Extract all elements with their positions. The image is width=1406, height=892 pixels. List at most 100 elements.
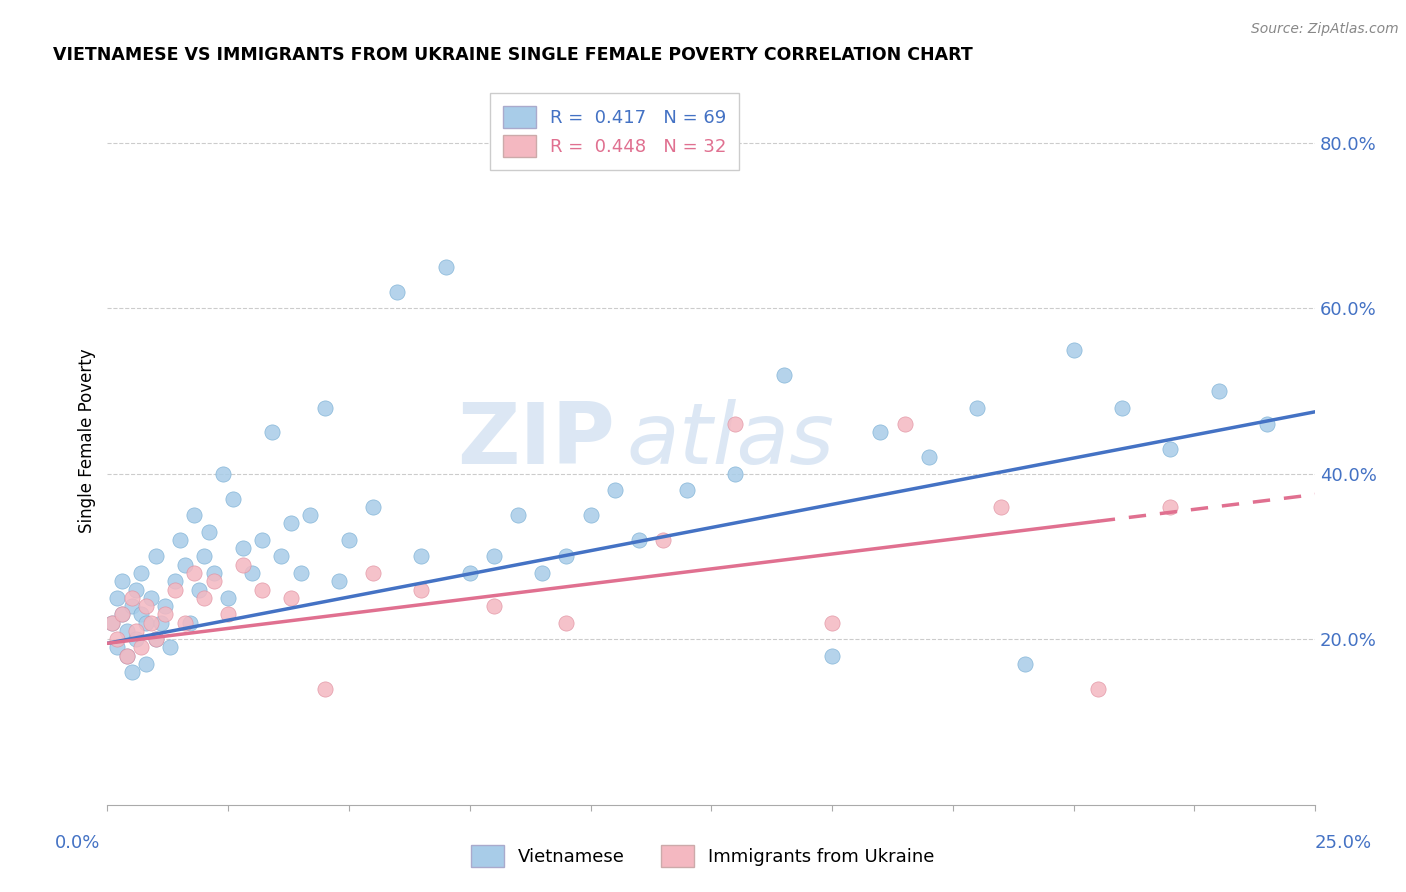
Point	[434, 260, 457, 274]
Point	[280, 591, 302, 605]
Point	[155, 607, 177, 622]
Point	[111, 574, 134, 589]
Point	[135, 599, 157, 613]
Point	[290, 566, 312, 580]
Point	[652, 533, 675, 547]
Point	[183, 566, 205, 580]
Point	[772, 368, 794, 382]
Point	[202, 574, 225, 589]
Point	[482, 549, 505, 564]
Point	[179, 615, 201, 630]
Point	[555, 615, 578, 630]
Point	[193, 549, 215, 564]
Point	[482, 599, 505, 613]
Point	[1111, 401, 1133, 415]
Point	[579, 508, 602, 523]
Point	[222, 491, 245, 506]
Point	[212, 467, 235, 481]
Point	[173, 615, 195, 630]
Point	[1256, 417, 1278, 432]
Point	[990, 500, 1012, 514]
Point	[724, 417, 747, 432]
Point	[149, 615, 172, 630]
Y-axis label: Single Female Poverty: Single Female Poverty	[79, 349, 96, 533]
Point	[603, 483, 626, 498]
Point	[125, 624, 148, 638]
Point	[217, 607, 239, 622]
Point	[387, 285, 409, 299]
Point	[217, 591, 239, 605]
Point	[250, 533, 273, 547]
Point	[458, 566, 481, 580]
Point	[232, 558, 254, 572]
Point	[337, 533, 360, 547]
Point	[111, 607, 134, 622]
Point	[188, 582, 211, 597]
Point	[125, 582, 148, 597]
Point	[163, 574, 186, 589]
Point	[893, 417, 915, 432]
Point	[145, 549, 167, 564]
Point	[280, 516, 302, 531]
Point	[145, 632, 167, 647]
Point	[183, 508, 205, 523]
Point	[115, 624, 138, 638]
Point	[1063, 343, 1085, 357]
Point	[1159, 500, 1181, 514]
Point	[555, 549, 578, 564]
Point	[531, 566, 554, 580]
Point	[129, 607, 152, 622]
Point	[125, 632, 148, 647]
Point	[101, 615, 124, 630]
Legend: R =  0.417   N = 69, R =  0.448   N = 32: R = 0.417 N = 69, R = 0.448 N = 32	[491, 93, 740, 169]
Point	[506, 508, 529, 523]
Point	[361, 500, 384, 514]
Text: 25.0%: 25.0%	[1315, 834, 1371, 852]
Point	[821, 648, 844, 663]
Point	[202, 566, 225, 580]
Point	[198, 524, 221, 539]
Point	[1087, 681, 1109, 696]
Point	[101, 615, 124, 630]
Point	[260, 425, 283, 440]
Point	[145, 632, 167, 647]
Point	[129, 640, 152, 655]
Point	[121, 599, 143, 613]
Point	[105, 591, 128, 605]
Point	[121, 591, 143, 605]
Point	[821, 615, 844, 630]
Point	[250, 582, 273, 597]
Point	[361, 566, 384, 580]
Point	[240, 566, 263, 580]
Point	[159, 640, 181, 655]
Text: 0.0%: 0.0%	[55, 834, 100, 852]
Point	[121, 665, 143, 680]
Point	[173, 558, 195, 572]
Point	[299, 508, 322, 523]
Point	[411, 582, 433, 597]
Text: atlas: atlas	[627, 400, 835, 483]
Point	[724, 467, 747, 481]
Point	[129, 566, 152, 580]
Point	[328, 574, 350, 589]
Text: VIETNAMESE VS IMMIGRANTS FROM UKRAINE SINGLE FEMALE POVERTY CORRELATION CHART: VIETNAMESE VS IMMIGRANTS FROM UKRAINE SI…	[53, 46, 973, 64]
Point	[115, 648, 138, 663]
Point	[869, 425, 891, 440]
Point	[314, 401, 336, 415]
Point	[105, 632, 128, 647]
Legend: Vietnamese, Immigrants from Ukraine: Vietnamese, Immigrants from Ukraine	[464, 838, 942, 874]
Text: ZIP: ZIP	[457, 400, 614, 483]
Point	[193, 591, 215, 605]
Point	[314, 681, 336, 696]
Point	[169, 533, 191, 547]
Point	[135, 657, 157, 671]
Point	[676, 483, 699, 498]
Point	[918, 450, 941, 465]
Point	[105, 640, 128, 655]
Point	[411, 549, 433, 564]
Point	[139, 615, 162, 630]
Text: Source: ZipAtlas.com: Source: ZipAtlas.com	[1251, 22, 1399, 37]
Point	[232, 541, 254, 556]
Point	[155, 599, 177, 613]
Point	[111, 607, 134, 622]
